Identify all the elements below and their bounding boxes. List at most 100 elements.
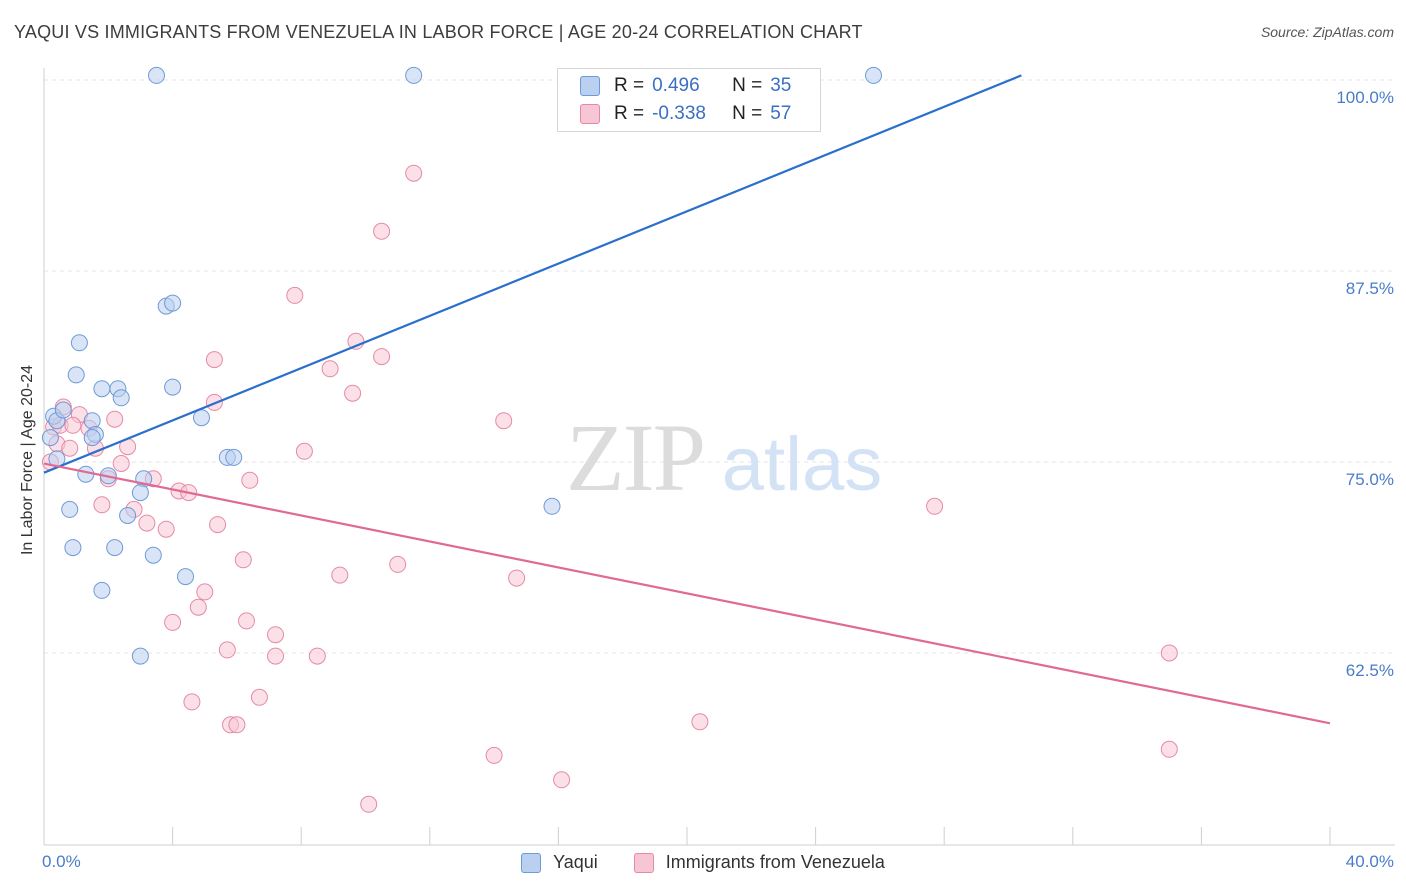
yaqui-point — [41, 429, 59, 447]
venezuela-point — [64, 416, 82, 434]
venezuela-point — [196, 583, 214, 601]
legend-n-value: 57 — [770, 103, 792, 124]
venezuela-point — [106, 410, 124, 428]
venezuela-point — [164, 613, 182, 631]
yaqui-point — [164, 378, 182, 396]
trend-lines — [43, 74, 1331, 725]
venezuela-point — [373, 222, 391, 240]
yaqui-point — [54, 401, 72, 419]
venezuela-point — [360, 795, 378, 813]
legend-n-label: N = — [732, 75, 763, 96]
legend-row-yaqui: R = 0.496 N = 35 — [580, 73, 791, 99]
yaqui-point — [543, 497, 561, 515]
yaqui-point — [106, 539, 124, 557]
venezuela-point — [250, 688, 268, 706]
venezuela-point — [691, 713, 709, 731]
venezuela-trend-line — [43, 462, 1331, 725]
venezuela-point — [138, 514, 156, 532]
yaqui-points — [41, 66, 882, 665]
venezuela-point — [508, 569, 526, 587]
venezuela-point — [189, 598, 207, 616]
y-tick-label: 100.0% — [1336, 88, 1394, 107]
yaqui-point — [64, 539, 82, 557]
yaqui-point — [405, 66, 423, 84]
yaqui-point — [148, 66, 165, 84]
legend-swatch-venezuela — [580, 104, 600, 124]
yaqui-point — [225, 448, 243, 466]
yaqui-point — [93, 380, 111, 398]
venezuela-point — [183, 693, 201, 711]
legend-swatch-yaqui — [521, 852, 542, 873]
yaqui-point — [83, 429, 101, 447]
venezuela-point — [1160, 644, 1178, 662]
venezuela-point — [238, 612, 255, 630]
axes — [43, 68, 1395, 846]
venezuela-point — [321, 360, 339, 378]
venezuela-point — [553, 771, 571, 789]
yaqui-point — [93, 581, 111, 599]
yaqui-point — [67, 366, 85, 384]
stats-legend: R = 0.496 N = 35 R = -0.338 N = 57 — [557, 68, 821, 132]
venezuela-point — [286, 286, 304, 304]
legend-n-label: N = — [732, 103, 763, 124]
venezuela-point — [308, 647, 326, 665]
watermark-zip: ZIP — [566, 404, 704, 511]
source-credit: Source: ZipAtlas.com — [1260, 24, 1394, 40]
venezuela-point — [373, 348, 391, 366]
venezuela-point — [344, 384, 362, 402]
venezuela-point — [93, 496, 111, 514]
yaqui-point — [131, 647, 149, 665]
legend-r-value: 0.496 — [652, 75, 700, 96]
venezuela-point — [228, 716, 246, 734]
legend-item-venezuela[interactable]: Immigrants from Venezuela — [633, 852, 885, 873]
venezuela-point — [267, 626, 284, 644]
x-tick-label: 40.0% — [1345, 852, 1394, 871]
yaqui-trend-line — [43, 74, 1022, 474]
legend-r-label: R = — [614, 103, 645, 124]
chart-title: YAQUI VS IMMIGRANTS FROM VENEZUELA IN LA… — [14, 22, 863, 42]
venezuela-point — [926, 497, 944, 515]
yaqui-point — [144, 546, 162, 564]
yaqui-point — [177, 568, 194, 586]
venezuela-point — [218, 641, 236, 659]
yaqui-point — [131, 484, 149, 502]
yaqui-point — [61, 500, 79, 518]
venezuela-point — [331, 566, 349, 584]
legend-r-label: R = — [614, 75, 645, 96]
legend-item-yaqui[interactable]: Yaqui — [521, 852, 598, 873]
yaqui-point — [119, 507, 137, 524]
watermark-atlas: atlas — [722, 422, 883, 507]
yaqui-point — [83, 412, 101, 430]
yaqui-point — [70, 334, 88, 352]
y-tick-label: 62.5% — [1345, 661, 1394, 680]
yaqui-point — [112, 389, 130, 407]
legend-swatch-yaqui — [580, 76, 600, 96]
venezuela-point — [485, 746, 503, 764]
venezuela-point — [241, 471, 259, 489]
venezuela-point — [157, 520, 175, 538]
series-legend: Yaqui Immigrants from Venezuela — [0, 852, 1406, 873]
legend-row-venezuela: R = -0.338 N = 57 — [580, 101, 791, 127]
watermark: ZIP atlas — [566, 404, 882, 511]
venezuela-point — [495, 412, 513, 430]
venezuela-point — [112, 455, 130, 472]
venezuela-point — [205, 351, 223, 369]
legend-n-value: 35 — [770, 75, 792, 96]
legend-r-value: -0.338 — [652, 103, 706, 124]
venezuela-point — [389, 555, 407, 573]
yaqui-point — [865, 66, 882, 84]
legend-swatch-venezuela — [633, 852, 654, 873]
yaqui-point — [164, 294, 182, 312]
legend-label-yaqui: Yaqui — [553, 852, 598, 872]
y-tick-label: 87.5% — [1345, 279, 1394, 298]
x-tick-label: 0.0% — [42, 852, 81, 871]
y-tick-label: 75.0% — [1345, 470, 1394, 489]
venezuela-point — [405, 164, 423, 182]
venezuela-point — [295, 442, 313, 460]
venezuela-point — [1160, 740, 1178, 758]
legend-label-venezuela: Immigrants from Venezuela — [665, 852, 885, 872]
venezuela-point — [61, 439, 79, 457]
venezuela-point — [234, 551, 252, 569]
venezuela-point — [209, 516, 227, 534]
